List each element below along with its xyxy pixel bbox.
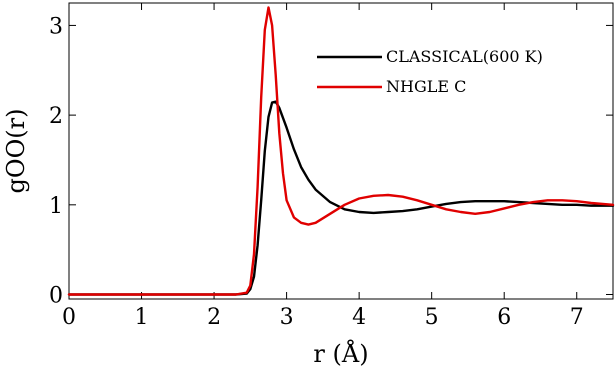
y-tick-label: 1: [49, 194, 63, 219]
plot-frame: [68, 2, 614, 300]
x-tick-label: 5: [425, 305, 439, 330]
series-line-nhgle-c: [67, 6, 615, 296]
x-tick-label: 3: [280, 305, 294, 330]
series-line-classical: [67, 100, 615, 296]
x-tick-label: 2: [207, 305, 221, 330]
y-tick-label: 2: [49, 104, 63, 129]
series-group: [67, 6, 615, 296]
y-tick-label: 3: [49, 14, 63, 39]
legend-label: NHGLE C: [386, 77, 466, 96]
x-tick-label: 6: [497, 305, 511, 330]
y-tick-label: 0: [49, 284, 63, 309]
tick-group: 0 1 2 3 4 5 6 7 0 1 2 3: [49, 3, 613, 330]
x-tick-label: 1: [135, 305, 149, 330]
x-tick-label: 0: [62, 305, 76, 330]
x-axis-title: r (Å): [313, 339, 368, 368]
x-tick-label: 4: [352, 305, 366, 330]
legend-label: CLASSICAL(600 K): [386, 47, 543, 66]
legend: CLASSICAL(600 K) NHGLE C: [317, 47, 543, 96]
x-tick-label: 7: [570, 305, 584, 330]
y-axis-title: gOO(r): [2, 109, 30, 194]
